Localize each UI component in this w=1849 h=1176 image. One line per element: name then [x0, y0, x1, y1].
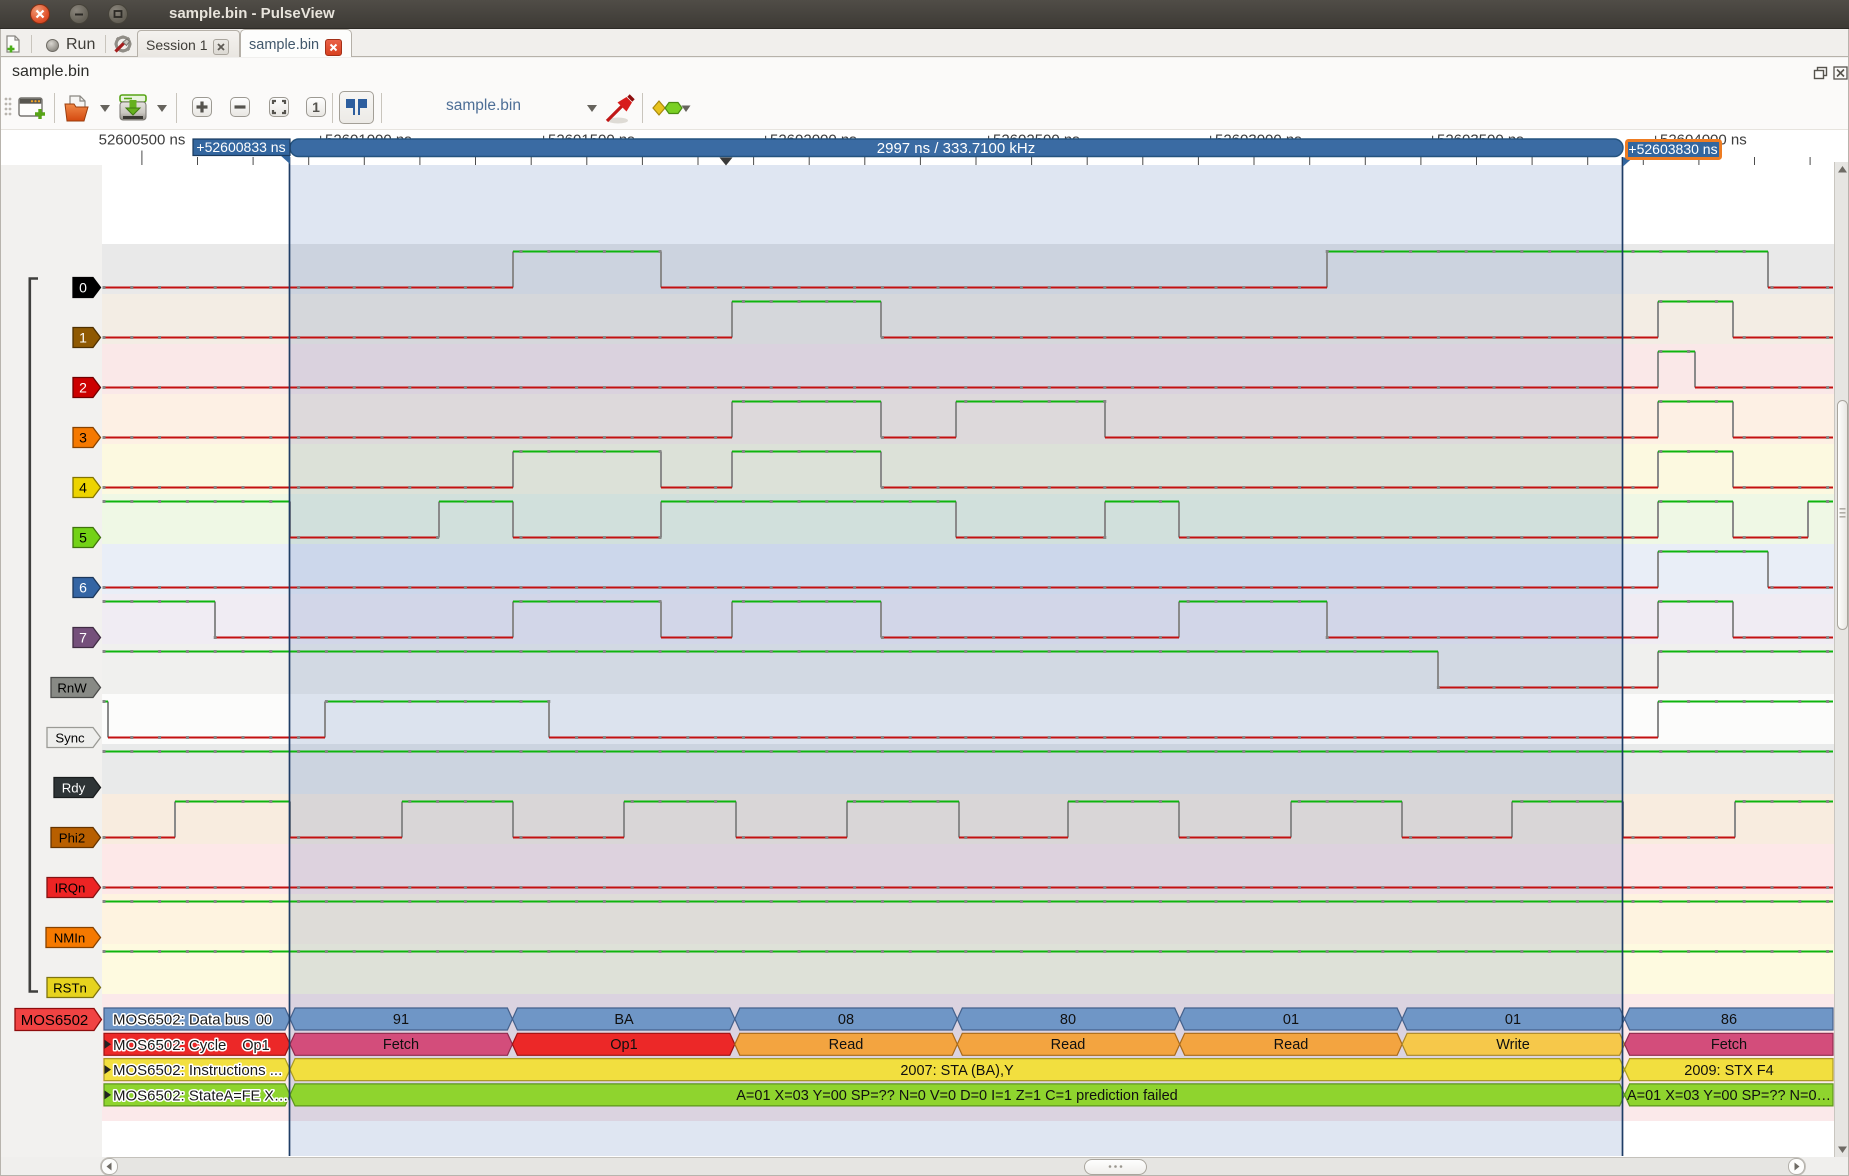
svg-text:1: 1 — [79, 330, 87, 346]
svg-text:RSTn: RSTn — [53, 980, 87, 995]
svg-text:NMIn: NMIn — [54, 930, 86, 945]
svg-text:MOS6502: Cycle: MOS6502: Cycle — [113, 1037, 226, 1054]
svg-text:Read: Read — [1274, 1037, 1309, 1053]
svg-text:A=01 X=03 Y=00 SP=?? N=0…: A=01 X=03 Y=00 SP=?? N=0… — [1627, 1088, 1831, 1104]
svg-text:Phi2: Phi2 — [59, 830, 85, 845]
svg-text:80: 80 — [1060, 1012, 1076, 1028]
svg-text:2997 ns / 333.7100 kHz: 2997 ns / 333.7100 kHz — [877, 140, 1035, 157]
svg-text:BA: BA — [614, 1012, 634, 1028]
svg-text:MOS6502: Instructions ...: MOS6502: Instructions ... — [113, 1062, 282, 1079]
svg-text:52600500 ns: 52600500 ns — [99, 132, 186, 149]
svg-text:Write: Write — [1496, 1037, 1530, 1053]
svg-text:3: 3 — [79, 430, 87, 446]
svg-text:0: 0 — [79, 280, 87, 296]
svg-text:86: 86 — [1721, 1012, 1737, 1028]
svg-text:MOS6502: State: MOS6502: State — [113, 1087, 224, 1104]
svg-text:5: 5 — [79, 530, 87, 546]
svg-text:Sync: Sync — [55, 730, 85, 745]
svg-text:2009: STX F4: 2009: STX F4 — [1684, 1063, 1773, 1079]
svg-text:Op1: Op1 — [242, 1038, 269, 1054]
svg-text:00: 00 — [256, 1013, 272, 1029]
svg-text:IRQn: IRQn — [55, 880, 86, 895]
svg-text:2: 2 — [79, 380, 87, 396]
svg-text:2007: STA (BA),Y: 2007: STA (BA),Y — [900, 1063, 1014, 1079]
svg-text:08: 08 — [838, 1012, 854, 1028]
svg-text:1: 1 — [312, 99, 320, 115]
svg-text:01: 01 — [1283, 1012, 1299, 1028]
svg-text:Read: Read — [1051, 1037, 1086, 1053]
svg-text:A=FE X…: A=FE X… — [224, 1088, 289, 1104]
svg-text:RnW: RnW — [57, 680, 87, 695]
svg-text:+52603830 ns: +52603830 ns — [1628, 141, 1717, 157]
svg-text:Fetch: Fetch — [1711, 1037, 1747, 1053]
svg-text:91: 91 — [393, 1012, 409, 1028]
svg-text:Op1: Op1 — [610, 1037, 637, 1053]
svg-text:6: 6 — [79, 580, 87, 596]
svg-text:7: 7 — [79, 630, 87, 646]
svg-text:A=01 X=03 Y=00 SP=?? N=0 V=0 D: A=01 X=03 Y=00 SP=?? N=0 V=0 D=0 I=1 Z=1… — [736, 1088, 1178, 1104]
svg-text:01: 01 — [1505, 1012, 1521, 1028]
svg-text:+52600833 ns: +52600833 ns — [196, 139, 285, 155]
svg-text:4: 4 — [79, 480, 87, 496]
svg-text:Fetch: Fetch — [383, 1037, 419, 1053]
svg-text:MOS6502: Data bus: MOS6502: Data bus — [113, 1012, 249, 1029]
svg-text:Rdy: Rdy — [62, 780, 86, 795]
svg-text:MOS6502: MOS6502 — [21, 1012, 89, 1029]
svg-text:Read: Read — [829, 1037, 864, 1053]
